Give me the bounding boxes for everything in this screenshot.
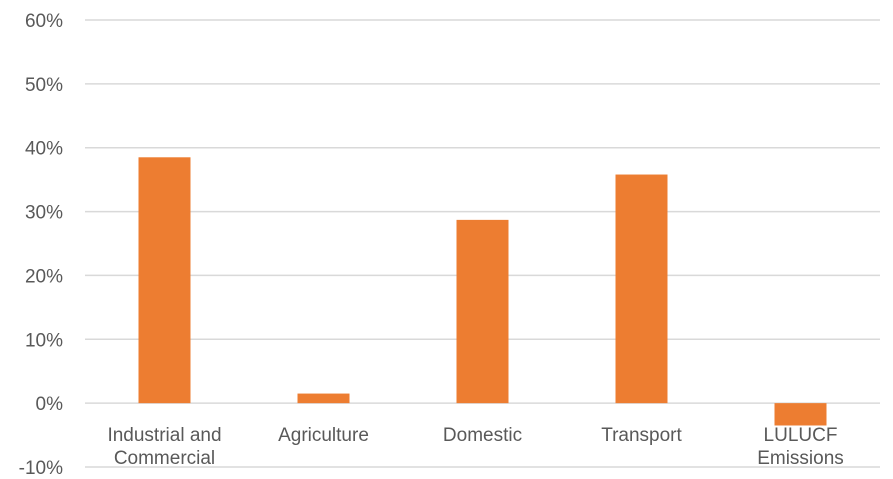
bar [456,219,509,404]
y-tick-label: 0% [36,394,64,415]
bar [615,174,668,404]
y-tick-label: 20% [25,266,63,287]
x-axis-category-labels: Industrial and Commercial Agriculture Domes… [107,425,843,469]
y-tick-label: 10% [25,330,63,351]
y-tick-label: 40% [25,139,63,160]
y-tick-label: 60% [25,11,63,32]
x-category-label-line: Emissions [757,448,844,469]
x-category-label-line: Industrial and [107,425,221,446]
x-category-label-line: Agriculture [278,425,369,446]
x-category-label-line: Domestic [443,425,522,446]
x-category-label: Agriculture [278,425,369,446]
bar [774,403,827,426]
x-category-label: Industrial and Commercial [107,425,221,469]
bars [138,157,827,426]
x-category-label: Transport [601,425,682,446]
bar [297,393,350,404]
y-tick-label: 30% [25,203,63,224]
x-category-label-line: Commercial [114,448,215,469]
x-category-label: LULUCF Emissions [757,425,844,469]
x-category-label: Domestic [443,425,522,446]
y-tick-label: 50% [25,75,63,96]
y-axis-tick-labels: -10% 0% 10% 20% 30% 40% 50% 60% [19,11,63,479]
bar [138,157,191,404]
x-category-label-line: LULUCF [764,425,838,446]
x-category-label-line: Transport [601,425,682,446]
y-tick-label: -10% [19,458,63,479]
